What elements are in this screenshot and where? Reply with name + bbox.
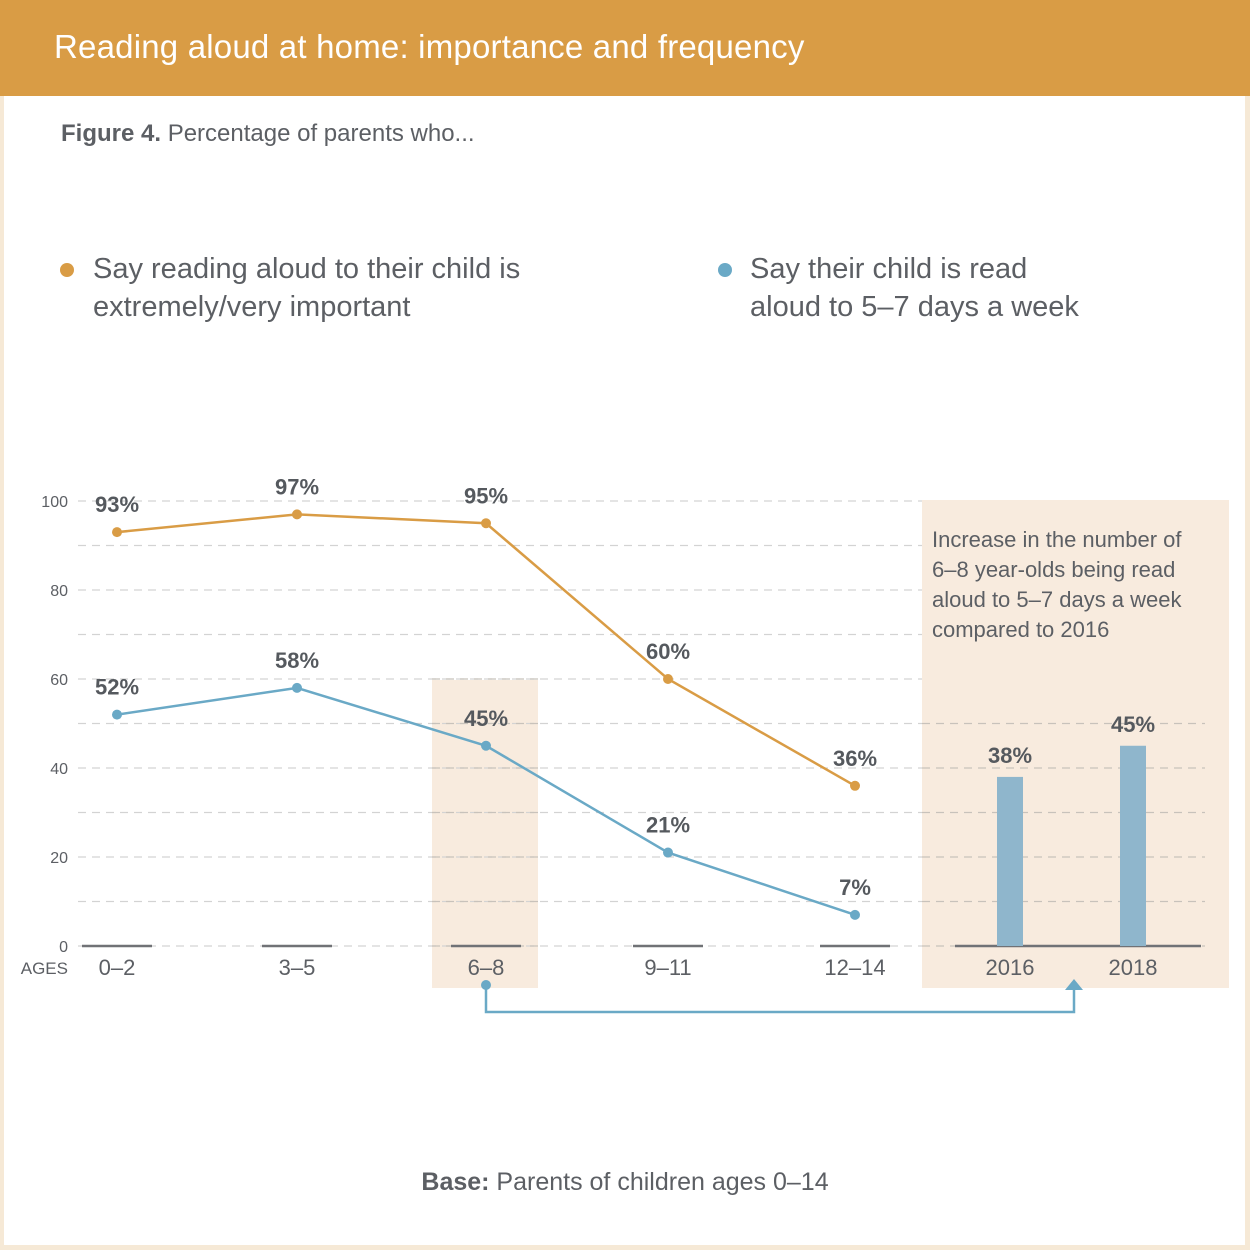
bar-2016 — [997, 776, 1023, 946]
legend-label-importance: Say reading aloud to their child is extr… — [93, 253, 521, 323]
y-tick-label: 20 — [50, 850, 68, 867]
data-label-importance: 95% — [464, 483, 508, 508]
highlight-6-8 — [432, 680, 538, 988]
data-label-read-aloud: 7% — [839, 875, 871, 900]
data-label-read-aloud: 52% — [95, 675, 139, 700]
x-tick-label: 0–2 — [99, 955, 136, 980]
data-label-read-aloud: 21% — [646, 813, 690, 838]
base-note-text: Parents of children ages 0–14 — [489, 1168, 829, 1196]
panel-caption-line: 6–8 year-olds being read — [932, 557, 1175, 582]
data-label-read-aloud: 45% — [464, 706, 508, 731]
panel-caption-line: compared to 2016 — [932, 617, 1109, 642]
x-tick-label: 12–14 — [824, 955, 885, 980]
x-tick-label: 3–5 — [279, 955, 316, 980]
data-label-importance: 93% — [95, 492, 139, 517]
data-label-importance: 97% — [275, 474, 319, 499]
figure-number: Figure 4. — [61, 120, 162, 147]
chart-title: Reading aloud at home: importance and fr… — [54, 28, 805, 65]
legend-item-read-aloud: Say their child is read aloud to 5–7 day… — [718, 250, 1198, 330]
x-tick-label: 9–11 — [644, 955, 691, 980]
bar-value-label: 45% — [1111, 712, 1155, 737]
data-point-importance — [663, 674, 673, 684]
header-bar: Reading aloud at home: importance and fr… — [0, 0, 1250, 96]
orange-dot-icon — [60, 263, 74, 277]
data-point-read-aloud — [663, 847, 673, 858]
data-point-read-aloud — [481, 740, 491, 751]
panel-caption-line: aloud to 5–7 days a week — [932, 587, 1183, 612]
data-point-importance — [850, 780, 860, 791]
bar-2018 — [1120, 745, 1146, 946]
x-tick-label: 6–8 — [468, 955, 505, 980]
panel-caption-line: Increase in the number of — [932, 527, 1182, 552]
data-point-read-aloud — [850, 909, 860, 920]
figure-subtitle: Figure 4. Percentage of parents who... — [61, 120, 475, 148]
data-label-importance: 36% — [833, 746, 877, 771]
y-tick-label: 0 — [59, 939, 68, 956]
data-point-importance — [112, 527, 122, 538]
bar-category-label: 2016 — [986, 955, 1035, 980]
y-tick-label: 100 — [41, 494, 68, 511]
base-note-label: Base: — [421, 1168, 490, 1196]
legend-item-importance: Say reading aloud to their child is extr… — [60, 250, 620, 330]
blue-dot-icon — [718, 263, 732, 277]
bar-value-label: 38% — [988, 743, 1032, 768]
data-point-importance — [481, 518, 491, 529]
y-tick-label: 80 — [50, 583, 68, 600]
y-tick-label: 60 — [50, 672, 68, 689]
y-tick-label: 40 — [50, 761, 68, 778]
data-label-read-aloud: 58% — [275, 648, 319, 673]
x-axis-title: AGES — [21, 959, 68, 978]
data-point-read-aloud — [292, 682, 302, 693]
arrow-up-icon — [1065, 979, 1083, 990]
base-note: Base: Parents of children ages 0–14 — [0, 1168, 1250, 1197]
comparison-panel — [922, 500, 1229, 988]
legend-label-read-aloud: Say their child is read aloud to 5–7 day… — [750, 253, 1079, 323]
connector-line — [484, 985, 1076, 1014]
data-point-importance — [292, 509, 302, 520]
bar-category-label: 2018 — [1109, 955, 1158, 980]
data-label-importance: 60% — [646, 639, 690, 664]
data-point-read-aloud — [112, 709, 122, 720]
figure-caption: Percentage of parents who... — [161, 120, 475, 147]
